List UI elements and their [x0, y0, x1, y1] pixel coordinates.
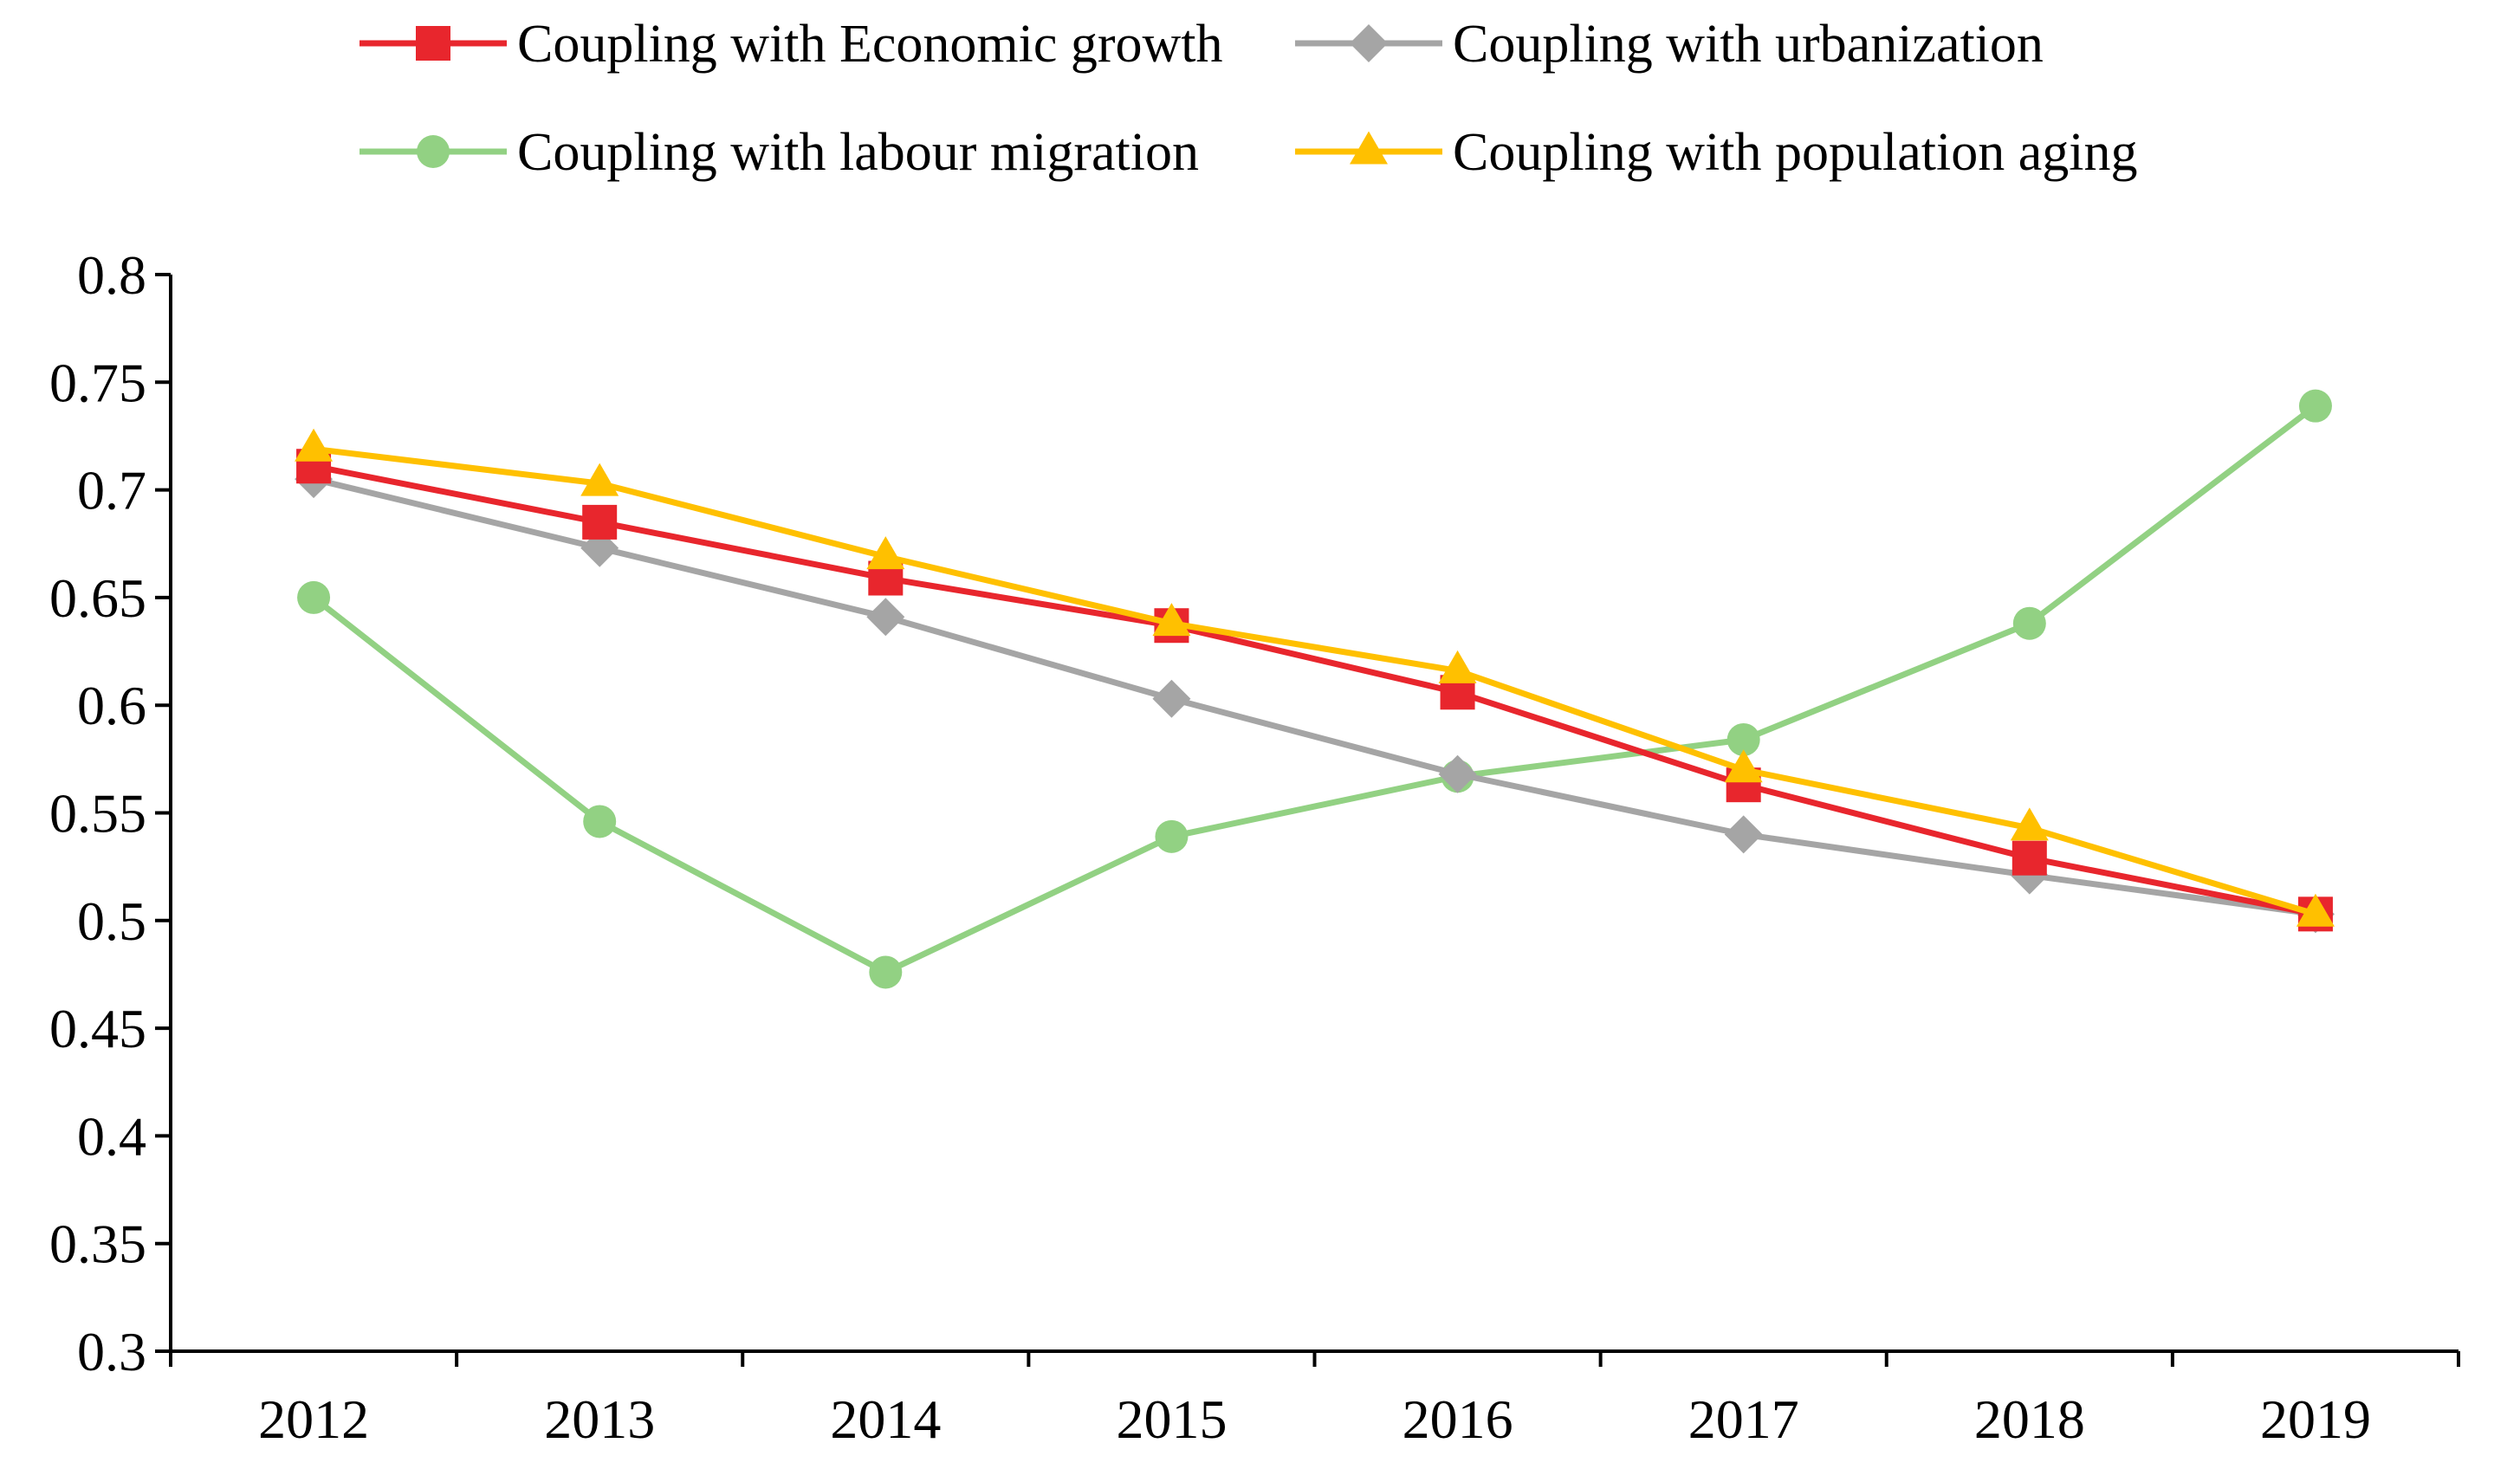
legend-item: Coupling with population aging: [1295, 123, 2137, 182]
legend-marker: [1350, 131, 1388, 165]
x-tick-label: 2014: [830, 1388, 941, 1450]
legend-marker: [1350, 24, 1388, 62]
axes: 0.3 0.35 0.4 0.45 0.5 0.55 0.6 0.65 0.7 0.75 0.8 20…: [49, 244, 2460, 1450]
data-point: [297, 580, 331, 614]
data-point: [1724, 815, 1763, 854]
series-line: [310, 463, 2319, 917]
x-tick-label: 2018: [1974, 1388, 2085, 1450]
data-point: [1438, 650, 1477, 683]
y-tick-label: 0.7: [77, 460, 146, 521]
legend-label: Coupling with population aging: [1453, 123, 2137, 182]
data-point: [580, 463, 619, 496]
x-tick-label: 2017: [1688, 1388, 1799, 1450]
data-point: [1155, 819, 1189, 853]
y-tick-label: 0.8: [77, 244, 146, 306]
series-line: [310, 403, 2319, 975]
legend-label: Coupling with Economic growth: [517, 15, 1223, 74]
data-point: [1724, 749, 1763, 783]
data-point: [2296, 893, 2335, 927]
data-point: [866, 536, 905, 570]
y-tick-label: 0.45: [49, 998, 146, 1059]
data-point: [2298, 389, 2332, 423]
y-tick-label: 0.55: [49, 783, 146, 845]
x-tick-label: 2015: [1116, 1388, 1227, 1450]
data-point: [295, 428, 334, 462]
legend: Coupling with Economic growth Coupling wi…: [360, 15, 2137, 182]
data-point: [2011, 840, 2047, 876]
x-tick-label: 2019: [2260, 1388, 2371, 1450]
y-tick-label: 0.6: [77, 675, 146, 736]
legend-item: Coupling with urbanization: [1295, 15, 2044, 74]
y-tick-label: 0.75: [49, 352, 146, 413]
y-tick-label: 0.35: [49, 1213, 146, 1275]
data-point: [1152, 603, 1191, 637]
data-point: [2010, 807, 2049, 841]
x-tick-label: 2013: [544, 1388, 655, 1450]
legend-label: Coupling with labour migration: [517, 123, 1199, 182]
series-square: [296, 449, 2333, 932]
series-triangle: [295, 428, 2335, 927]
series-line: [310, 476, 2319, 917]
x-tick-label: 2016: [1403, 1388, 1513, 1450]
legend-marker: [417, 135, 450, 168]
legend-item: Coupling with Economic growth: [360, 15, 1223, 74]
y-tick-label: 0.65: [49, 567, 146, 629]
legend-label: Coupling with urbanization: [1453, 15, 2044, 74]
data-point: [866, 598, 905, 637]
data-point: [869, 955, 903, 989]
data-point: [1726, 722, 1760, 756]
y-tick-label: 0.4: [77, 1105, 146, 1167]
y-tick-label: 0.5: [77, 890, 146, 952]
legend-marker: [416, 26, 450, 61]
data-point: [2012, 606, 2046, 640]
data-point: [1438, 754, 1477, 793]
series-group: [295, 389, 2335, 989]
data-point: [582, 504, 618, 540]
y-tick-label: 0.3: [77, 1321, 146, 1382]
data-point: [1152, 679, 1191, 718]
series-line: [310, 445, 2319, 917]
data-point: [583, 805, 617, 838]
legend-item: Coupling with labour migration: [360, 123, 1199, 182]
x-tick-label: 2012: [258, 1388, 369, 1450]
